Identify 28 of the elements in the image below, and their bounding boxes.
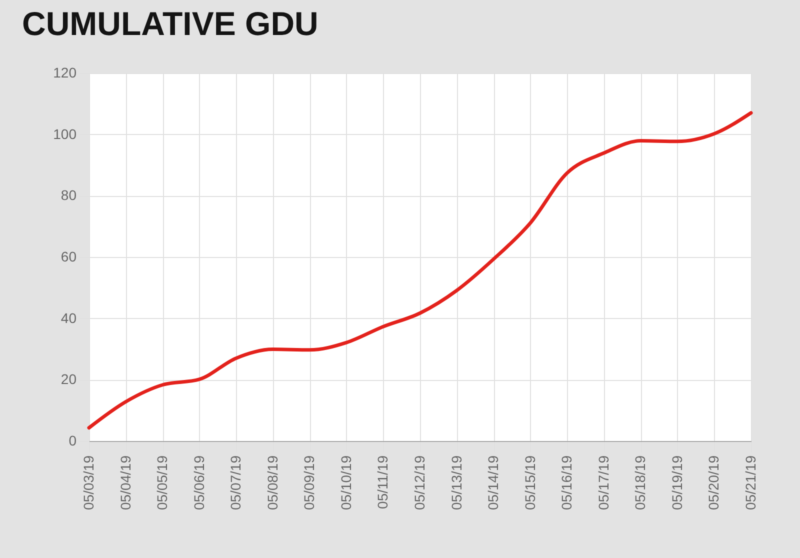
x-tick-label: 05/06/19: [190, 455, 207, 510]
x-tick-label: 05/15/19: [522, 455, 538, 510]
x-tick-label: 05/18/19: [632, 455, 648, 510]
y-tick-label: 120: [53, 64, 77, 80]
y-tick-label: 100: [53, 126, 77, 142]
x-tick-label: 05/12/19: [412, 455, 428, 510]
x-tick-label: 05/10/19: [338, 455, 354, 510]
x-tick-label: 05/14/19: [485, 455, 502, 510]
y-tick-label: 60: [60, 248, 77, 264]
chart-title: CUMULATIVE GDU: [22, 5, 318, 42]
x-tick-label: 05/16/19: [558, 455, 575, 510]
x-tick-label: 05/20/19: [706, 455, 722, 510]
y-tick-label: 0: [68, 432, 77, 448]
y-tick-label: 80: [60, 187, 77, 204]
x-tick-label: 05/09/19: [301, 455, 318, 510]
x-tick-label: 05/03/19: [80, 455, 96, 510]
x-tick-label: 05/13/19: [448, 455, 464, 510]
y-tick-label: 40: [60, 310, 77, 326]
x-tick-label: 05/17/19: [595, 455, 612, 510]
x-tick-label: 05/19/19: [668, 455, 685, 510]
x-tick-label: 05/11/19: [374, 455, 391, 509]
line-series: [87, 111, 753, 430]
y-tick-label: 20: [60, 371, 77, 388]
x-tick-label: 05/05/19: [154, 455, 170, 510]
x-tick-label: 05/08/19: [264, 455, 280, 510]
x-tick-label: 05/04/19: [117, 455, 134, 510]
x-tick-label: 05/07/19: [228, 455, 244, 510]
x-tick-label: 05/21/19: [742, 455, 758, 510]
